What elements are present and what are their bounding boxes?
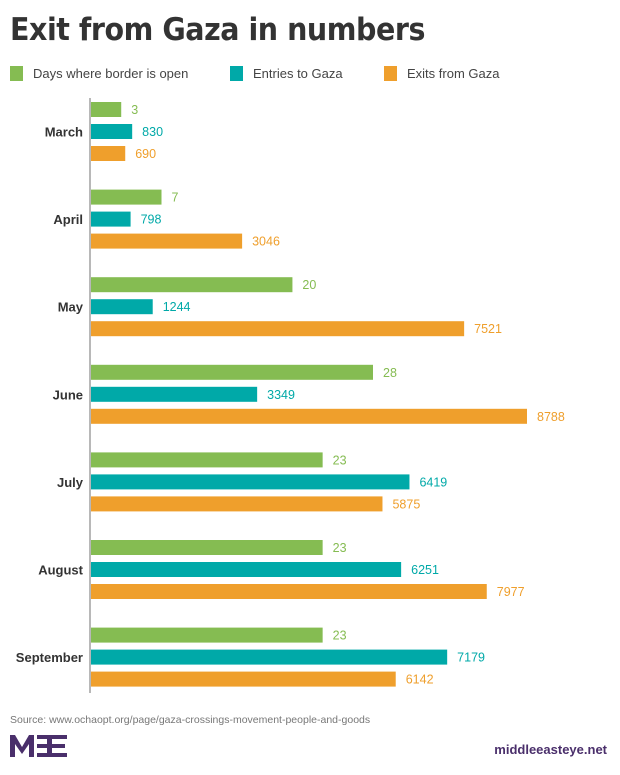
data-label-march-exits-from-gaza: 690: [135, 147, 156, 161]
bar-july-entries-to-gaza: [91, 474, 410, 490]
data-label-march-entries-to-gaza: 830: [142, 125, 163, 139]
bar-may-days-where-border-is-open: [91, 277, 293, 293]
bar-september-entries-to-gaza: [91, 649, 448, 665]
data-label-may-days-where-border-is-open: 20: [302, 278, 316, 292]
bar-august-days-where-border-is-open: [91, 540, 323, 555]
legend: Days where border is open Entries to Gaz…: [10, 66, 610, 86]
legend-item-days: Days where border is open: [10, 66, 188, 81]
data-label-april-exits-from-gaza: 3046: [252, 235, 280, 249]
bar-april-entries-to-gaza: [91, 211, 131, 227]
category-label-june: June: [53, 387, 83, 402]
source-note: Source: www.ochaopt.org/page/gaza-crossi…: [10, 714, 371, 726]
site-url: middleeasteye.net: [494, 742, 607, 757]
data-label-june-exits-from-gaza: 8788: [537, 410, 565, 424]
legend-label-entries: Entries to Gaza: [253, 66, 343, 81]
data-label-may-exits-from-gaza: 7521: [474, 322, 502, 336]
bar-july-exits-from-gaza: [91, 496, 383, 512]
bar-september-days-where-border-is-open: [91, 627, 323, 643]
legend-item-entries: Entries to Gaza: [230, 66, 343, 81]
bar-april-days-where-border-is-open: [91, 189, 162, 205]
bar-march-days-where-border-is-open: [91, 102, 122, 117]
bar-june-exits-from-gaza: [91, 408, 527, 424]
category-label-april: April: [53, 212, 83, 227]
data-label-july-exits-from-gaza: 5875: [392, 497, 420, 511]
bar-march-entries-to-gaza: [91, 124, 133, 139]
data-label-july-entries-to-gaza: 6419: [419, 475, 447, 489]
legend-swatch-days: [10, 66, 23, 81]
data-label-august-exits-from-gaza: 7977: [497, 585, 525, 599]
bar-june-days-where-border-is-open: [91, 364, 373, 380]
legend-label-days: Days where border is open: [33, 66, 189, 81]
mee-logo-icon: [10, 735, 67, 757]
data-label-june-days-where-border-is-open: 28: [383, 366, 397, 380]
data-label-august-days-where-border-is-open: 23: [333, 541, 347, 555]
data-label-september-exits-from-gaza: 6142: [406, 673, 434, 687]
category-label-may: May: [58, 300, 84, 315]
chart-title: Exit from Gaza in numbers: [10, 12, 425, 48]
legend-label-exits: Exits from Gaza: [407, 66, 500, 81]
category-label-august: August: [38, 563, 83, 578]
data-label-september-entries-to-gaza: 7179: [457, 651, 485, 665]
data-label-july-days-where-border-is-open: 23: [333, 453, 347, 467]
data-label-march-days-where-border-is-open: 3: [131, 103, 138, 117]
category-label-march: March: [45, 125, 83, 140]
data-label-april-entries-to-gaza: 798: [141, 213, 162, 227]
bar-may-exits-from-gaza: [91, 321, 465, 337]
data-label-june-entries-to-gaza: 3349: [267, 388, 295, 402]
bar-july-days-where-border-is-open: [91, 452, 323, 468]
legend-item-exits: Exits from Gaza: [384, 66, 499, 81]
category-label-july: July: [57, 475, 84, 490]
bar-august-entries-to-gaza: [91, 562, 402, 577]
bar-september-exits-from-gaza: [91, 671, 396, 687]
bar-june-entries-to-gaza: [91, 386, 258, 402]
bar-august-exits-from-gaza: [91, 584, 487, 599]
data-label-august-entries-to-gaza: 6251: [411, 563, 439, 577]
category-label-september: September: [16, 650, 83, 665]
data-label-september-days-where-border-is-open: 23: [333, 629, 347, 643]
bar-may-entries-to-gaza: [91, 299, 153, 315]
bar-march-exits-from-gaza: [91, 146, 126, 161]
legend-swatch-entries: [230, 66, 243, 81]
data-label-may-entries-to-gaza: 1244: [163, 300, 191, 314]
legend-swatch-exits: [384, 66, 397, 81]
bar-april-exits-from-gaza: [91, 233, 243, 249]
data-label-april-days-where-border-is-open: 7: [172, 191, 179, 205]
